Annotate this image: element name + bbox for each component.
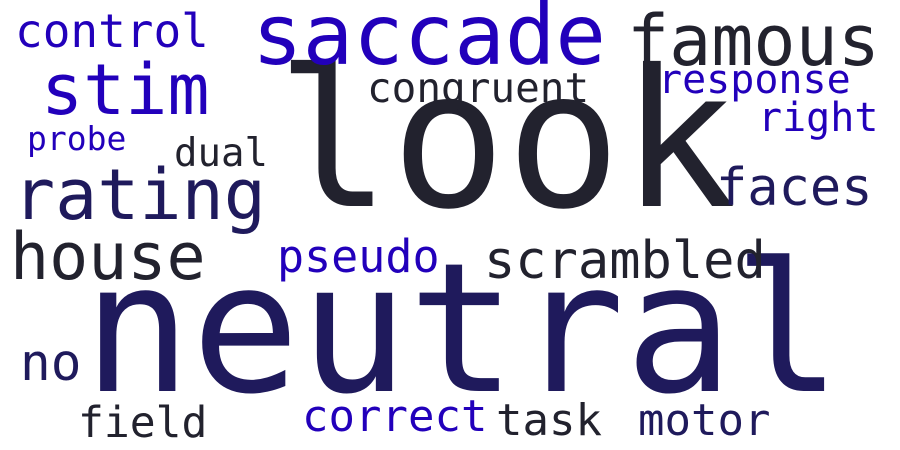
word-probe: probe: [27, 119, 127, 158]
word-famous: famous: [627, 0, 880, 82]
word-pseudo: pseudo: [277, 230, 440, 283]
word-faces: faces: [716, 158, 873, 218]
word-house: house: [10, 220, 206, 295]
word-motor: motor: [638, 395, 771, 446]
word-scrambled: scrambled: [484, 231, 766, 291]
word-task: task: [496, 395, 602, 446]
word-no: no: [20, 334, 82, 393]
word-saccade: saccade: [252, 0, 607, 84]
word-field: field: [78, 398, 208, 448]
word-control: control: [15, 4, 209, 58]
word-stim: stim: [41, 49, 210, 131]
word-dual: dual: [174, 131, 268, 176]
word-right: right: [758, 95, 879, 141]
word-correct: correct: [302, 391, 488, 442]
word-response: response: [658, 57, 851, 103]
word-rating: rating: [13, 154, 266, 236]
word-congruent: congruent: [367, 64, 590, 112]
word-look: look: [276, 30, 736, 252]
word-neutral: neutral: [83, 225, 842, 434]
